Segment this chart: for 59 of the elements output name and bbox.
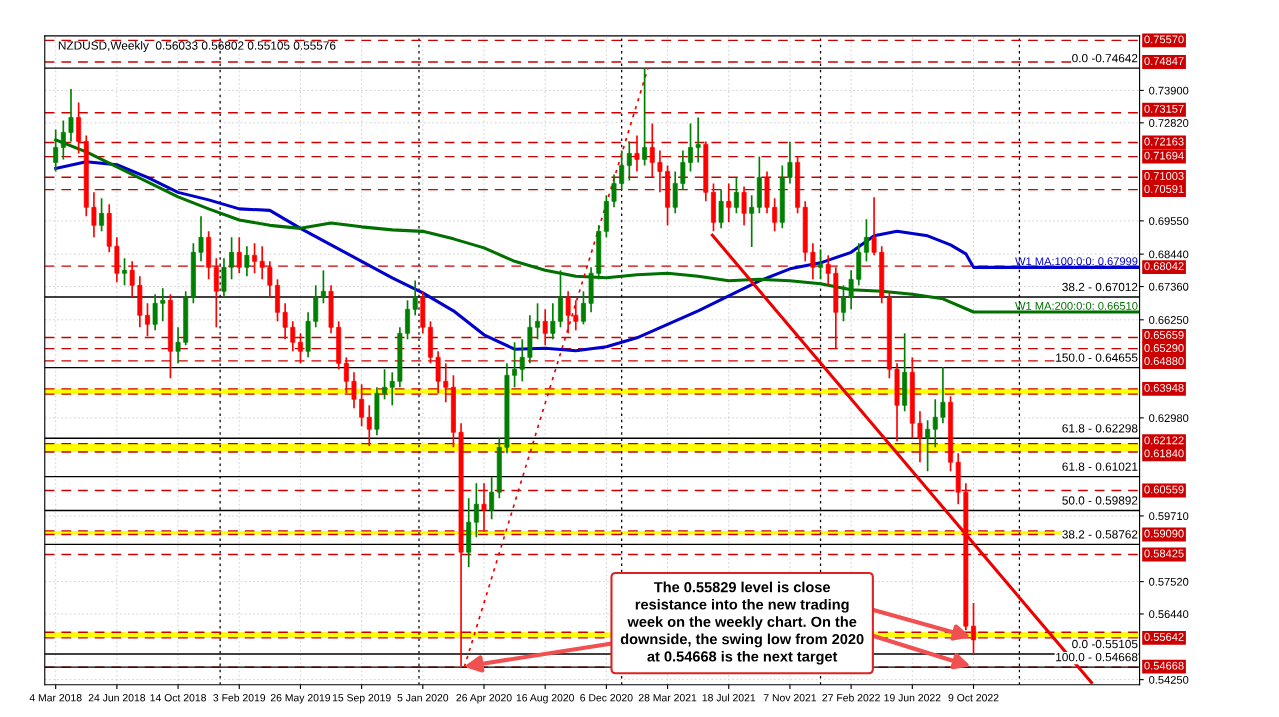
annotation: 38.2 - 0.67012 [1062, 282, 1138, 292]
x-tick-label: 16 Aug 2020 [516, 694, 575, 704]
series-label: W1 MA:100:0:0: 0.67999 [1015, 257, 1138, 266]
y-tick-label: 0.59710 [1149, 512, 1189, 521]
y-tick-label: 0.69550 [1149, 217, 1189, 225]
ref-line-label: 0.73157 [1144, 104, 1184, 113]
ref-line-label: 0.70591 [1144, 185, 1184, 193]
x-tick-label: 5 Jan 2020 [397, 694, 449, 702]
y-tick-label: 0.62980 [1149, 414, 1189, 422]
y-tick-label: 0.73900 [1149, 86, 1189, 95]
ref-line-label: 0.72163 [1144, 137, 1184, 146]
ref-line-label: 0.68042 [1144, 262, 1184, 271]
x-tick-label: 27 Feb 2022 [822, 693, 880, 702]
x-tick-label: 18 Jul 2021 [702, 693, 756, 702]
y-tick-label: 0.66250 [1149, 316, 1189, 324]
ref-line-label: 0.62122 [1144, 436, 1184, 445]
chart-title: NZDUSD,Weekly 0.56033 0.56802 0.55105 0.55576 [58, 41, 336, 53]
y-tick-label: 0.67360 [1149, 282, 1189, 291]
ref-line-label: 0.71694 [1144, 151, 1184, 160]
annotation: The 0.55829 level is close resistance into the new trading week on the weekly chart. On the downside, the swing low from 2020 at 0.54668 is the next target [620, 581, 864, 665]
series-label: W1 MA:200:0:0: 0.66510 [1015, 301, 1138, 310]
ref-line-label: 0.65290 [1144, 344, 1184, 352]
annotation: 0.0 -0.55105 [1072, 639, 1138, 649]
x-tick-label: 19 Jun 2022 [884, 694, 941, 702]
y-tick-label: 0.54250 [1149, 675, 1189, 684]
ref-line-label: 0.60559 [1144, 485, 1184, 494]
x-tick-label: 15 Sep 2019 [332, 694, 391, 704]
annotation: 0.0 -0.74642 [1072, 54, 1138, 63]
x-tick-label: 7 Nov 2021 [763, 694, 817, 702]
annotation: 100.0 - 0.54668 [1056, 652, 1138, 662]
ref-line-label: 0.75570 [1144, 35, 1184, 44]
x-tick-label: 3 Feb 2019 [213, 693, 266, 702]
x-tick-label: 26 Apr 2020 [456, 694, 512, 704]
annotation: 150.0 - 0.64655 [1056, 353, 1138, 362]
annotation: 38.2 - 0.58762 [1062, 530, 1138, 539]
annotation: 61.8 - 0.62298 [1062, 424, 1138, 433]
annotation: 61.8 - 0.61021 [1062, 462, 1138, 471]
y-tick-label: 0.68440 [1149, 250, 1189, 259]
ref-line-label: 0.63948 [1144, 383, 1184, 392]
ref-line-label: 0.58425 [1144, 549, 1184, 558]
ref-line-label: 0.55642 [1144, 633, 1184, 641]
ref-line-label: 0.54668 [1144, 661, 1184, 670]
ref-line-label: 0.71003 [1144, 172, 1184, 180]
x-tick-label: 26 May 2019 [270, 694, 331, 704]
y-tick-label: 0.56440 [1149, 610, 1189, 619]
x-tick-label: 6 Dec 2020 [580, 694, 633, 702]
annotation: 50.0 - 0.59892 [1062, 496, 1138, 505]
x-tick-label: 14 Oct 2018 [150, 694, 206, 702]
ref-line-label: 0.65659 [1144, 331, 1184, 339]
ref-line-label: 0.59090 [1144, 529, 1184, 538]
ref-line-label: 0.64880 [1144, 357, 1184, 365]
x-tick-label: 4 Mar 2018 [29, 694, 82, 702]
ref-line-label: 0.74847 [1144, 57, 1184, 66]
y-tick-label: 0.57520 [1149, 577, 1189, 586]
x-tick-label: 28 Mar 2021 [638, 694, 697, 702]
y-tick-label: 0.72820 [1149, 119, 1189, 127]
ref-line-label: 0.61840 [1144, 449, 1184, 458]
x-tick-label: 24 Jun 2018 [88, 694, 146, 702]
x-tick-label: 9 Oct 2022 [948, 694, 999, 702]
